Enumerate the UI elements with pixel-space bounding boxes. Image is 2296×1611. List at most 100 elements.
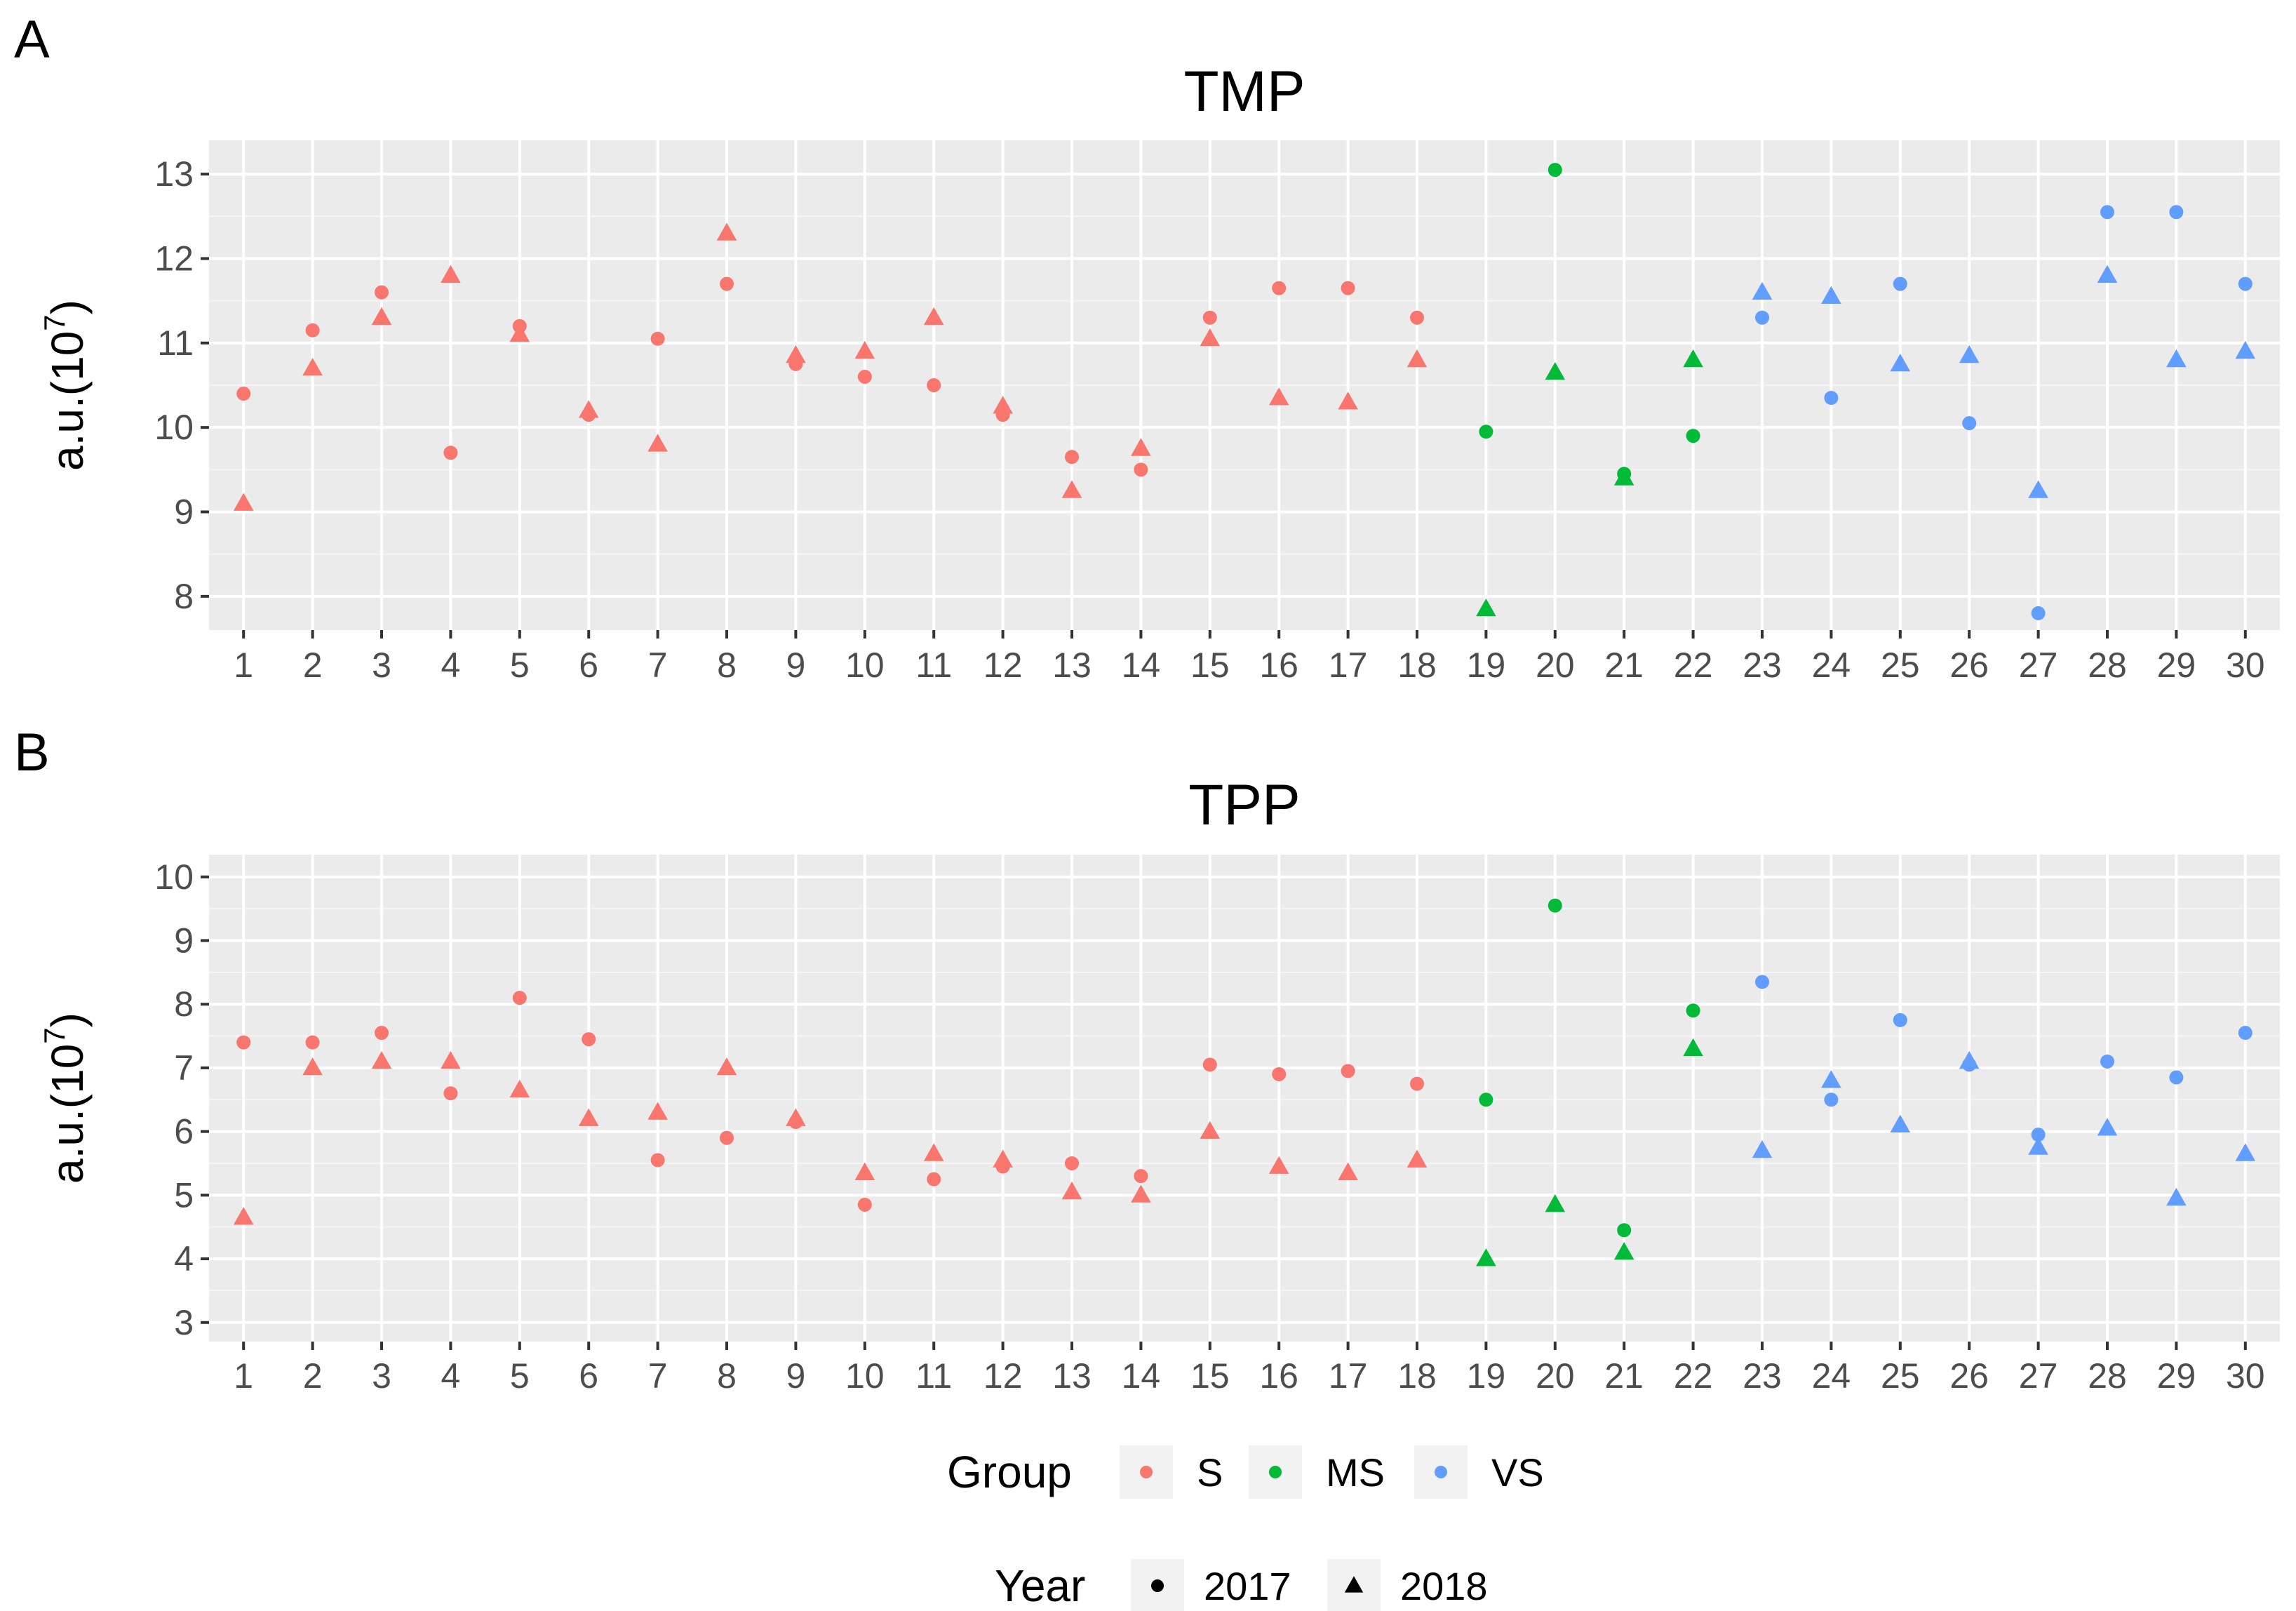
data-point-2017-sample-19 xyxy=(1479,1092,1493,1107)
data-point-2018-sample-28 xyxy=(2097,1118,2118,1136)
data-point-2017-sample-22 xyxy=(1686,429,1700,443)
data-point-2018-sample-15 xyxy=(1200,1121,1221,1139)
legend-title-year: Year xyxy=(995,1560,1085,1611)
data-point-2017-sample-21 xyxy=(1617,1223,1632,1238)
y-tick-label: 10 xyxy=(154,857,194,897)
data-point-2018-sample-18 xyxy=(1407,349,1428,368)
data-point-2018-sample-23 xyxy=(1752,1139,1773,1158)
data-point-2018-sample-2 xyxy=(302,1057,323,1076)
legend-symbol-s xyxy=(1140,1466,1153,1478)
data-point-2018-sample-20 xyxy=(1545,362,1566,380)
data-point-2018-sample-4 xyxy=(441,265,461,283)
y-tick-label: 6 xyxy=(174,1112,194,1151)
data-point-2018-sample-23 xyxy=(1752,281,1773,300)
data-point-2017-sample-10 xyxy=(857,1197,872,1212)
y-axis-label-exponent: 7 xyxy=(38,1027,71,1043)
x-tick-label: 24 xyxy=(1812,1356,1851,1396)
panel-tag: A xyxy=(14,10,50,69)
x-tick-label: 21 xyxy=(1604,1356,1644,1396)
x-tick-label: 25 xyxy=(1881,1356,1920,1396)
data-point-2017-sample-23 xyxy=(1755,310,1769,325)
data-point-2017-sample-20 xyxy=(1548,163,1562,178)
data-point-2018-sample-9 xyxy=(786,1108,806,1126)
data-point-2017-sample-24 xyxy=(1824,1092,1839,1107)
x-tick-label: 5 xyxy=(510,1356,530,1396)
data-point-2018-sample-20 xyxy=(1545,1194,1566,1212)
x-tick-label: 20 xyxy=(1536,1356,1575,1396)
data-point-2017-sample-16 xyxy=(1272,1067,1287,1081)
x-tick-label: 29 xyxy=(2157,646,2196,685)
data-point-2017-sample-15 xyxy=(1202,310,1217,325)
x-tick-label: 29 xyxy=(2157,1356,2196,1396)
x-tick-label: 18 xyxy=(1397,1356,1437,1396)
data-point-2018-sample-1 xyxy=(233,493,254,511)
data-point-2017-sample-20 xyxy=(1548,898,1562,913)
data-point-2017-sample-2 xyxy=(305,1035,320,1050)
data-point-2018-sample-5 xyxy=(509,323,530,342)
data-point-2017-sample-28 xyxy=(2100,1054,2114,1069)
data-point-2017-sample-13 xyxy=(1065,1156,1079,1170)
data-point-2017-sample-17 xyxy=(1341,1064,1355,1078)
data-point-2017-sample-3 xyxy=(375,1026,389,1041)
x-tick-label: 19 xyxy=(1467,1356,1506,1396)
data-point-2018-sample-9 xyxy=(786,345,806,363)
data-point-2018-sample-12 xyxy=(993,396,1013,414)
data-point-2018-sample-30 xyxy=(2235,340,2256,359)
y-tick-label: 5 xyxy=(174,1175,194,1215)
y-tick-label: 12 xyxy=(154,239,194,278)
x-tick-label: 6 xyxy=(579,646,598,685)
data-point-2017-sample-11 xyxy=(927,378,941,392)
data-point-2018-sample-5 xyxy=(509,1079,530,1098)
x-tick-label: 10 xyxy=(845,1356,885,1396)
y-tick-label: 3 xyxy=(174,1303,194,1342)
y-axis-label: a.u.(107) xyxy=(38,1012,93,1184)
data-point-2017-sample-16 xyxy=(1272,281,1287,295)
data-point-2018-sample-27 xyxy=(2028,1137,2048,1155)
legend-symbol-ms xyxy=(1269,1466,1282,1478)
data-point-2018-sample-18 xyxy=(1407,1149,1428,1168)
x-tick-label: 26 xyxy=(1949,646,1989,685)
data-point-2017-sample-18 xyxy=(1410,310,1424,325)
data-point-2017-sample-25 xyxy=(1893,276,1907,291)
x-tick-label: 10 xyxy=(845,646,885,685)
chart-title: TPP xyxy=(1188,773,1300,837)
x-tick-label: 7 xyxy=(648,1356,668,1396)
data-point-2017-sample-4 xyxy=(443,446,458,460)
x-tick-label: 16 xyxy=(1259,1356,1298,1396)
x-tick-label: 25 xyxy=(1881,646,1920,685)
data-point-2018-sample-25 xyxy=(1890,1114,1911,1132)
x-tick-label: 28 xyxy=(2088,646,2127,685)
data-point-2018-sample-16 xyxy=(1268,387,1289,406)
data-point-2018-sample-16 xyxy=(1268,1156,1289,1174)
panel-tag: B xyxy=(14,723,50,782)
data-point-2018-sample-6 xyxy=(578,1108,599,1126)
y-axis-label-base: a.u.(10 xyxy=(42,331,93,471)
data-point-2018-sample-19 xyxy=(1476,599,1496,617)
data-point-2017-sample-13 xyxy=(1065,450,1079,464)
legend-symbol-2017 xyxy=(1151,1579,1164,1592)
data-point-2017-sample-1 xyxy=(236,1035,251,1050)
data-point-2018-sample-19 xyxy=(1476,1248,1496,1266)
data-point-2018-sample-6 xyxy=(578,400,599,418)
data-point-2017-sample-6 xyxy=(582,1032,596,1047)
data-point-2017-sample-10 xyxy=(857,369,872,384)
x-tick-label: 18 xyxy=(1397,646,1437,685)
x-tick-label: 12 xyxy=(983,1356,1023,1396)
data-point-2017-sample-26 xyxy=(1962,416,1977,431)
data-point-2017-sample-14 xyxy=(1134,1169,1148,1184)
x-tick-label: 27 xyxy=(2019,646,2058,685)
x-tick-label: 26 xyxy=(1949,1356,1989,1396)
data-point-2018-sample-13 xyxy=(1061,480,1082,498)
x-tick-label: 2 xyxy=(303,1356,323,1396)
x-tick-label: 17 xyxy=(1329,646,1368,685)
x-tick-label: 5 xyxy=(510,646,530,685)
data-point-2017-sample-11 xyxy=(927,1172,941,1186)
legend-label-vs: VS xyxy=(1491,1450,1544,1495)
data-point-2018-sample-8 xyxy=(716,1057,737,1076)
data-point-2018-sample-8 xyxy=(716,222,737,241)
data-point-2018-sample-3 xyxy=(371,1050,392,1069)
data-point-2017-sample-1 xyxy=(236,387,251,401)
data-point-2018-sample-24 xyxy=(1821,286,1841,304)
data-point-2018-sample-12 xyxy=(993,1149,1013,1168)
